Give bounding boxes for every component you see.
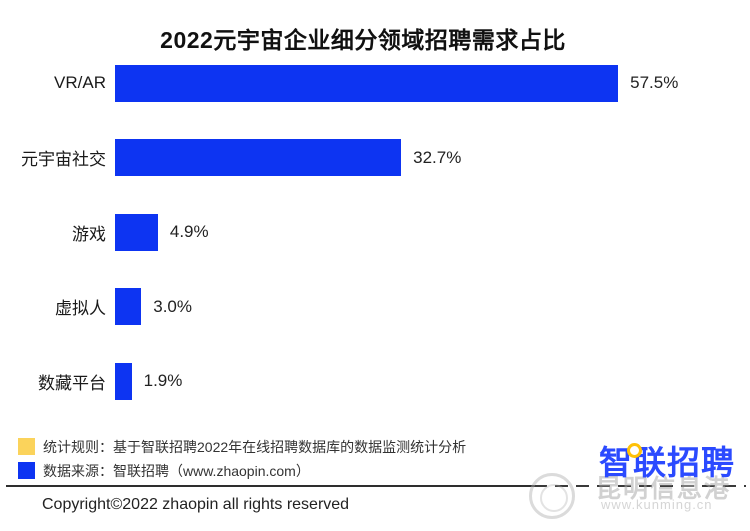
legend-swatch-blue xyxy=(18,462,35,479)
copyright-text: Copyright©2022 zhaopin all rights reserv… xyxy=(42,496,350,513)
bar xyxy=(115,288,142,326)
category-label: 游戏 xyxy=(72,224,106,244)
bar-row: 游戏 4.9% xyxy=(0,195,750,270)
bar-row: 虚拟人 3.0% xyxy=(0,270,750,345)
category-label: 数藏平台 xyxy=(38,373,106,393)
chart-title: 2022元宇宙企业细分领域招聘需求占比 xyxy=(160,27,566,53)
bar-row: 数藏平台 1.9% xyxy=(0,344,750,419)
separator-line xyxy=(6,485,534,487)
value-label: 32.7% xyxy=(413,147,462,167)
legend-item: 统计规则：基于智联招聘2022年在线招聘数据库的数据监测统计分析 xyxy=(18,438,466,455)
bar xyxy=(115,64,619,102)
zhaopin-logo-text: 智联招聘 xyxy=(599,444,735,481)
bar xyxy=(115,213,158,251)
legend-item: 数据来源：智联招聘（www.zhaopin.com） xyxy=(18,462,466,479)
separator-line-dashed xyxy=(534,485,746,487)
legend-text: 统计规则：基于智联招聘2022年在线招聘数据库的数据监测统计分析 xyxy=(43,438,467,455)
bar-row: 元宇宙社交 32.7% xyxy=(0,121,750,196)
logo-yellow-dot-icon xyxy=(627,443,642,458)
value-label: 1.9% xyxy=(143,371,183,391)
value-label: 4.9% xyxy=(169,222,209,242)
watermark-url: www.kunming.cn xyxy=(601,497,713,512)
legend: 统计规则：基于智联招聘2022年在线招聘数据库的数据监测统计分析 数据来源：智联… xyxy=(18,438,466,486)
bar xyxy=(115,139,402,177)
watermark-text: 昆明信息港 xyxy=(596,475,732,503)
category-label: 虚拟人 xyxy=(55,299,106,319)
zhaopin-logo: 智联招聘 xyxy=(599,436,735,484)
category-label: VR/AR xyxy=(54,73,106,93)
value-label: 3.0% xyxy=(153,296,192,316)
legend-swatch-yellow xyxy=(18,438,35,455)
bar-row: VR/AR 57.5% xyxy=(0,46,750,121)
category-label: 元宇宙社交 xyxy=(21,150,106,170)
bar xyxy=(115,362,132,400)
bar-chart: VR/AR 57.5% 元宇宙社交 32.7% 游戏 4.9% 虚拟人 xyxy=(0,46,750,419)
value-label: 57.5% xyxy=(630,73,679,93)
legend-text: 数据来源：智联招聘（www.zhaopin.com） xyxy=(43,462,310,479)
watermark-emblem-icon xyxy=(529,473,575,519)
